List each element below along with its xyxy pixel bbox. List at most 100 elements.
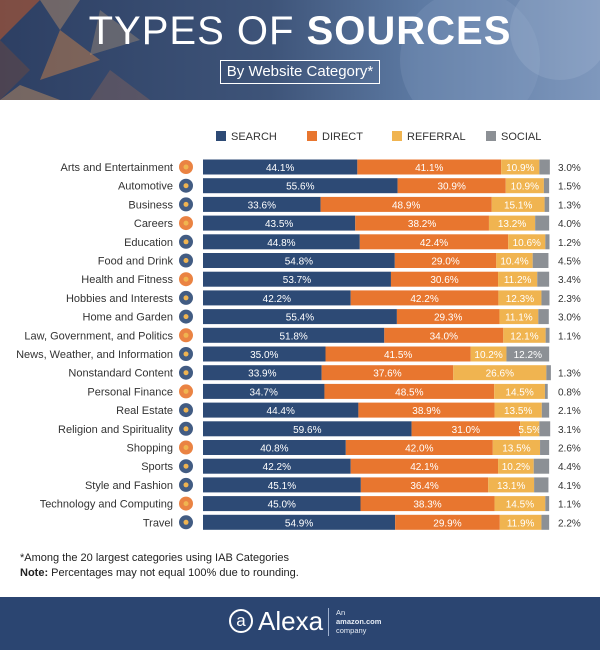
legend-swatch-referral xyxy=(392,131,402,141)
suitcase-icon xyxy=(179,515,193,530)
data-label-social-health-and-fitness: 3.4% xyxy=(558,275,581,286)
data-label-social-technology-and-computing: 1.1% xyxy=(558,500,581,511)
data-label-referral-real-estate: 13.5% xyxy=(504,406,532,417)
house-icon xyxy=(179,309,193,324)
data-label-referral-business: 15.1% xyxy=(504,200,532,211)
bar-social-real-estate xyxy=(541,402,550,418)
bar-direct-careers xyxy=(355,215,489,231)
data-label-direct-law-government-and-politics: 34.0% xyxy=(430,331,458,342)
bar-social-home-and-garden xyxy=(538,309,549,325)
bar-social-arts-and-entertainment xyxy=(539,159,550,175)
car-wheel-icon xyxy=(179,178,193,193)
data-label-referral-style-and-fashion: 13.1% xyxy=(497,481,525,492)
data-label-social-shopping: 2.6% xyxy=(558,444,581,455)
alexa-logo-icon: a xyxy=(229,609,253,633)
data-label-direct-news-weather-and-information: 41.5% xyxy=(384,350,412,361)
data-label-referral-arts-and-entertainment: 10.9% xyxy=(506,163,534,174)
data-label-direct-nonstandard-content: 37.6% xyxy=(373,369,401,380)
data-label-direct-education: 42.4% xyxy=(420,238,448,249)
bar-referral-shopping xyxy=(492,440,541,455)
bar-search-personal-finance xyxy=(203,383,325,399)
newspaper-icon xyxy=(179,347,193,361)
data-label-search-careers: 43.5% xyxy=(265,219,293,230)
data-label-referral-sports: 10.2% xyxy=(502,462,530,473)
data-label-referral-personal-finance: 14.5% xyxy=(505,387,533,398)
data-label-direct-shopping: 42.0% xyxy=(405,444,433,455)
data-label-search-arts-and-entertainment: 44.1% xyxy=(266,163,294,174)
legend-label-search: SEARCH xyxy=(231,131,277,143)
data-label-social-automotive: 1.5% xyxy=(558,182,581,193)
data-label-direct-technology-and-computing: 38.3% xyxy=(413,500,441,511)
bar-referral-personal-finance xyxy=(494,383,545,399)
category-label-shopping: Shopping xyxy=(127,443,174,455)
amazon-tag-line1: An xyxy=(336,608,346,617)
data-label-referral-technology-and-computing: 14.5% xyxy=(506,500,534,511)
legend-swatch-direct xyxy=(307,131,317,141)
bar-direct-style-and-fashion xyxy=(360,477,489,493)
bar-referral-nonstandard-content xyxy=(453,365,547,381)
bar-social-education xyxy=(545,234,550,250)
theater-masks-icon xyxy=(179,160,193,174)
bar-search-business xyxy=(203,196,321,212)
data-label-search-automotive: 55.6% xyxy=(286,182,314,193)
legend-label-referral: REFERRAL xyxy=(407,131,466,143)
data-label-referral-hobbies-and-interests: 12.3% xyxy=(506,294,534,305)
bar-referral-automotive xyxy=(505,178,544,194)
data-label-social-careers: 4.0% xyxy=(558,219,581,230)
category-label-technology-and-computing: Technology and Computing xyxy=(40,499,173,511)
rising-chart-icon xyxy=(179,197,193,212)
data-label-direct-personal-finance: 48.5% xyxy=(395,387,423,398)
house-sign-icon xyxy=(179,403,193,418)
data-label-search-real-estate: 44.4% xyxy=(267,406,295,417)
bar-referral-law-government-and-politics xyxy=(503,327,546,343)
bar-referral-news-weather-and-information xyxy=(470,346,507,362)
data-label-search-business: 33.6% xyxy=(248,200,276,211)
page-subtitle: By Website Category* xyxy=(220,60,380,84)
bar-direct-business xyxy=(320,196,492,212)
food-plate-icon xyxy=(179,253,193,268)
category-label-food-and-drink: Food and Drink xyxy=(98,256,174,268)
data-label-social-food-and-drink: 4.5% xyxy=(558,257,581,268)
data-label-search-travel: 54.9% xyxy=(285,518,313,529)
bar-referral-sports xyxy=(498,458,534,474)
bar-search-real-estate xyxy=(203,402,359,418)
bar-direct-personal-finance xyxy=(324,383,495,399)
category-label-news-weather-and-information: News, Weather, and Information xyxy=(16,349,173,361)
category-label-nonstandard-content: Nonstandard Content xyxy=(68,368,173,380)
bar-social-technology-and-computing xyxy=(545,496,550,512)
category-label-home-and-garden: Home and Garden xyxy=(83,312,174,324)
data-label-social-real-estate: 2.1% xyxy=(558,406,581,417)
data-label-social-news-weather-and-information: 12.2% xyxy=(514,350,542,361)
hobby-tools-icon xyxy=(179,290,193,305)
data-label-search-news-weather-and-information: 35.0% xyxy=(250,350,278,361)
bar-referral-technology-and-computing xyxy=(494,496,546,512)
data-label-search-hobbies-and-interests: 42.2% xyxy=(263,294,291,305)
category-label-health-and-fitness: Health and Fitness xyxy=(81,274,173,286)
heart-pulse-icon xyxy=(179,272,193,287)
data-label-direct-automotive: 30.9% xyxy=(437,182,465,193)
note-text: Percentages may not equal 100% due to ro… xyxy=(48,567,299,579)
data-label-referral-travel: 11.9% xyxy=(507,518,535,529)
footnote-line2: Note: Percentages may not equal 100% due… xyxy=(20,566,299,581)
bar-direct-automotive xyxy=(397,178,506,194)
category-label-real-estate: Real Estate xyxy=(116,405,173,417)
circuit-chip-icon xyxy=(179,496,193,511)
data-label-direct-business: 48.9% xyxy=(392,200,420,211)
bar-direct-travel xyxy=(395,514,500,530)
bar-direct-home-and-garden xyxy=(396,309,500,325)
alexa-logo-text: Alexa xyxy=(258,606,324,636)
data-label-direct-sports: 42.1% xyxy=(410,462,438,473)
bar-referral-home-and-garden xyxy=(499,309,539,325)
bar-social-careers xyxy=(535,215,550,231)
bar-search-religion-and-spirituality xyxy=(203,421,412,437)
capitol-building-icon xyxy=(179,328,193,343)
bar-social-law-government-and-politics xyxy=(545,327,550,343)
data-label-search-religion-and-spirituality: 59.6% xyxy=(293,425,321,436)
data-label-referral-education: 10.6% xyxy=(513,238,541,249)
bar-search-law-government-and-politics xyxy=(203,327,385,343)
bar-search-food-and-drink xyxy=(203,253,395,268)
data-label-social-business: 1.3% xyxy=(558,200,581,211)
category-label-sports: Sports xyxy=(141,461,173,473)
data-label-direct-religion-and-spirituality: 31.0% xyxy=(452,425,480,436)
shopping-bag-icon xyxy=(179,440,193,455)
